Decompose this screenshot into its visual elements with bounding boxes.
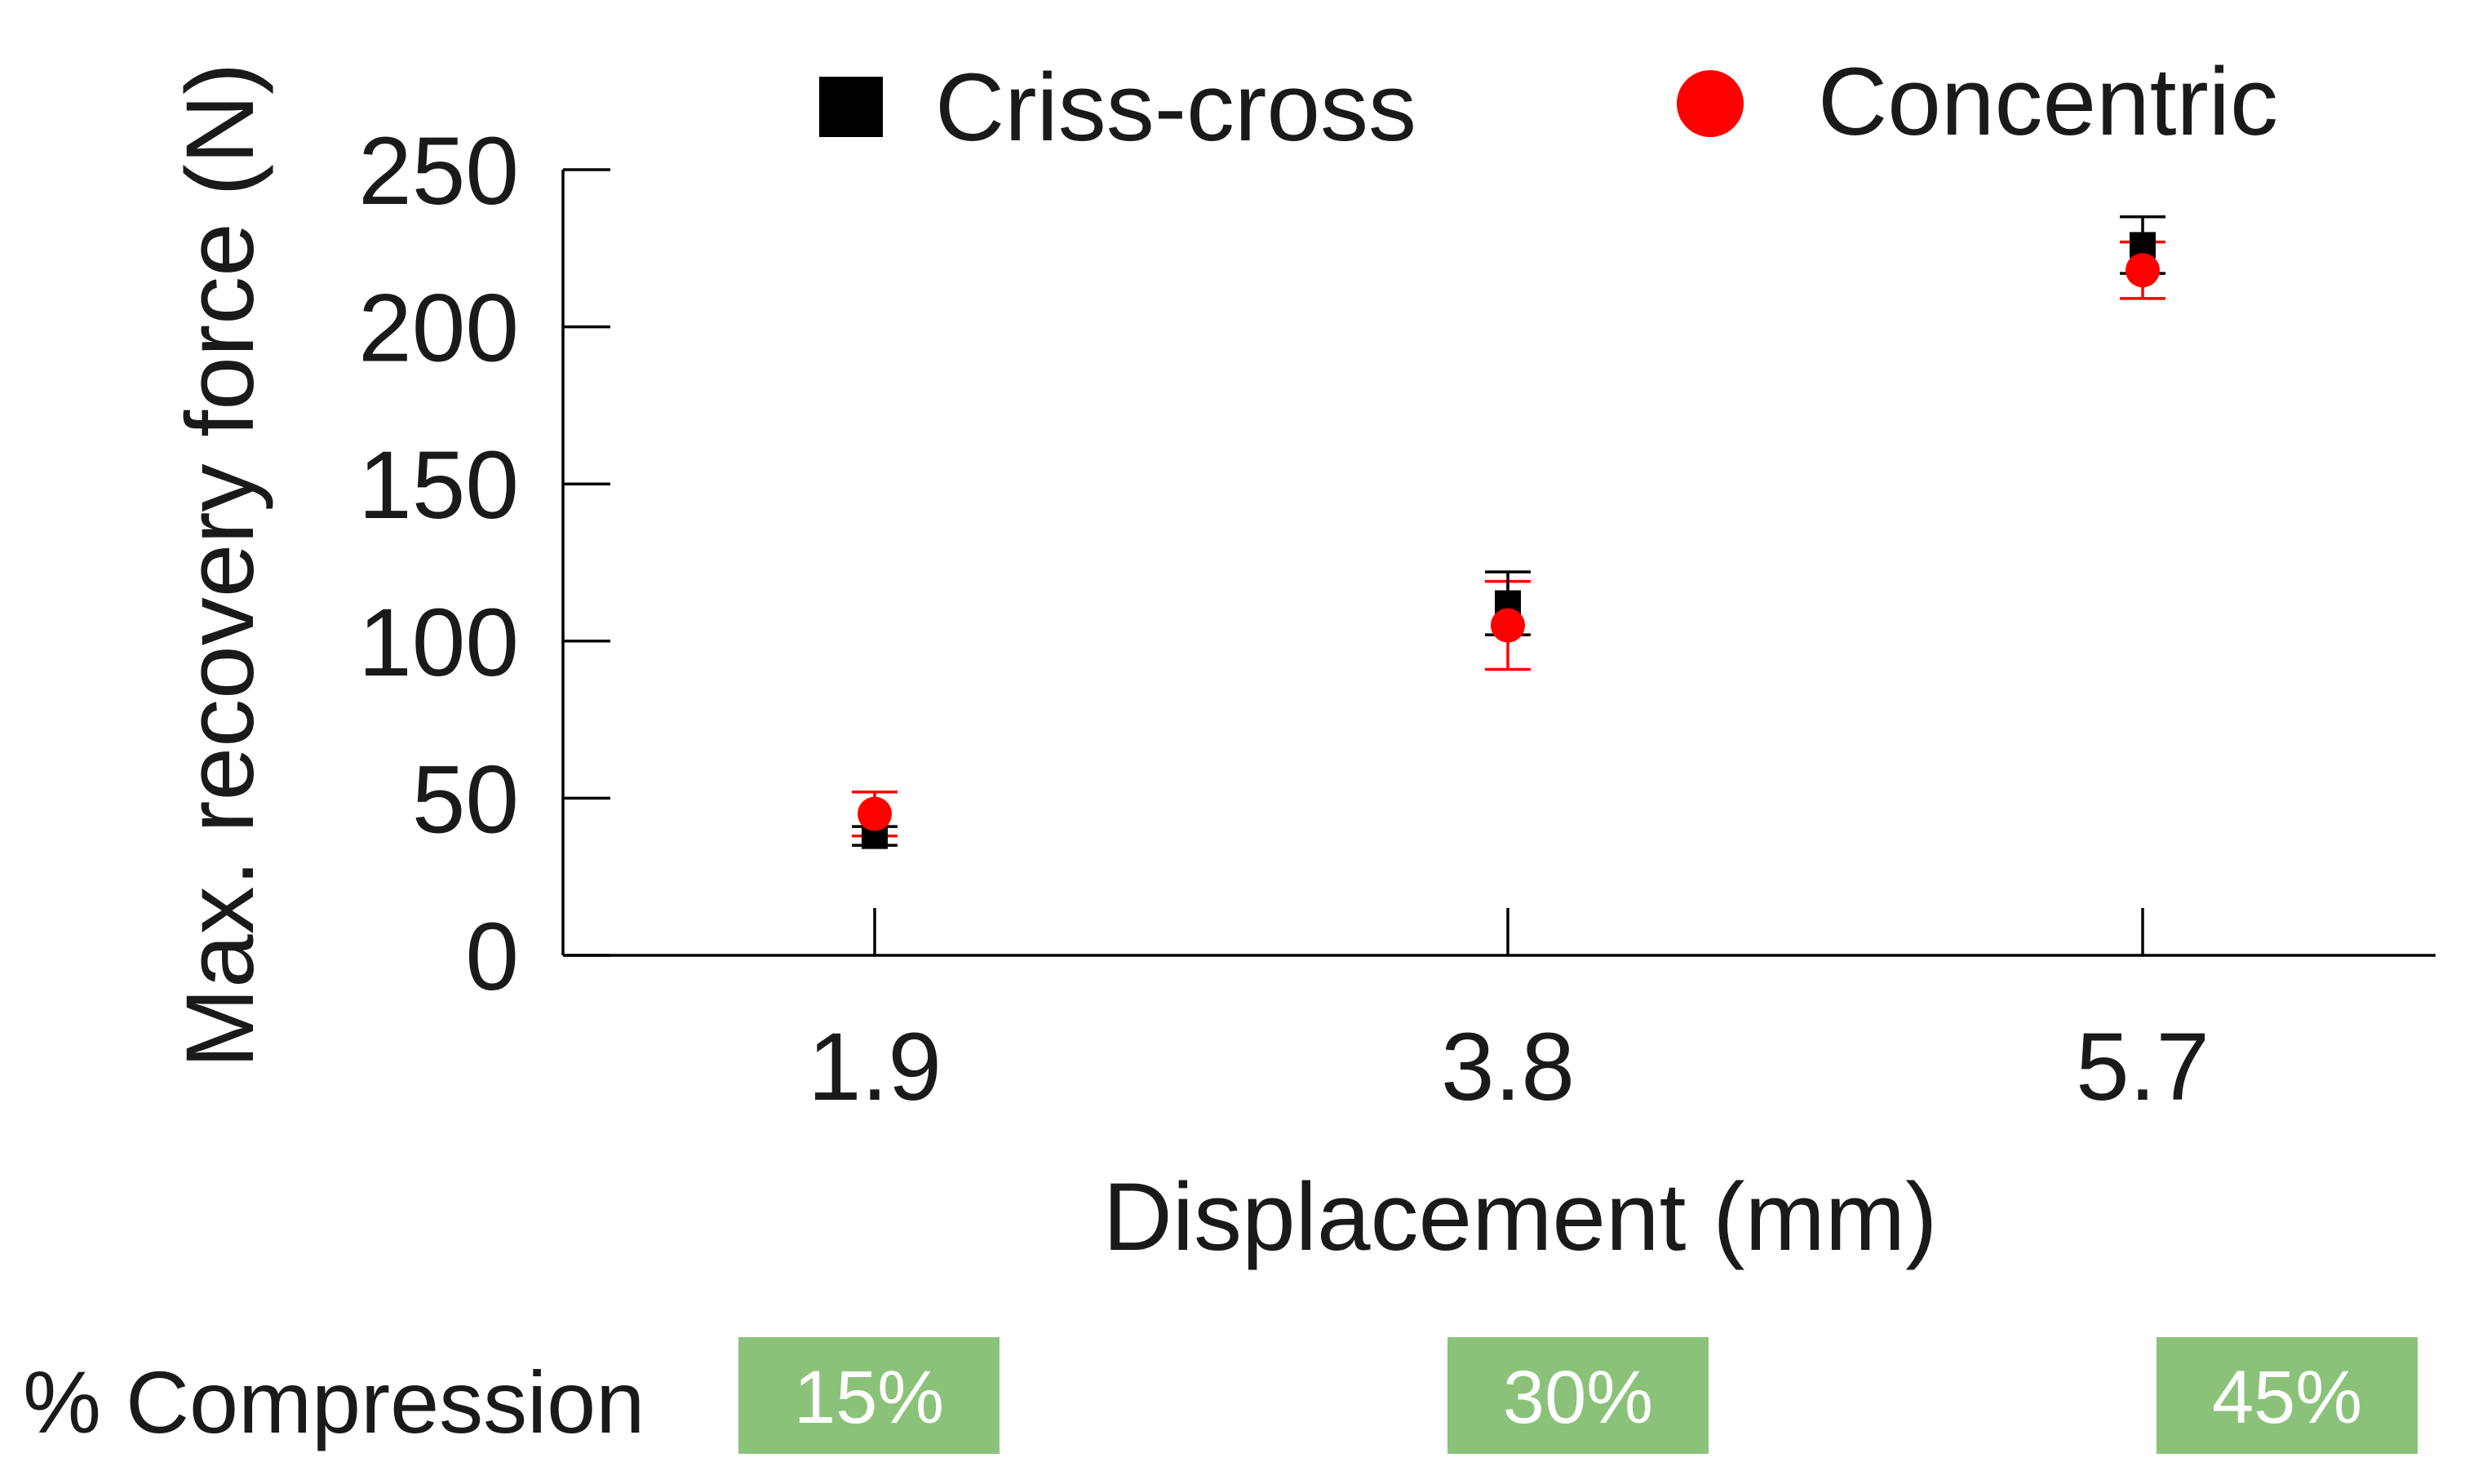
y-tick-label: 0 xyxy=(465,903,519,1011)
compression-badge: 45% xyxy=(2157,1337,2418,1454)
legend-square-marker xyxy=(819,77,883,137)
compression-label: % Compression xyxy=(23,1353,645,1451)
y-tick-label: 150 xyxy=(358,432,519,539)
compression-badge-bg xyxy=(2157,1337,2418,1454)
y-tick-label: 100 xyxy=(358,589,519,697)
y-tick-label: 200 xyxy=(358,275,519,383)
y-tick-label: 250 xyxy=(358,117,519,225)
compression-badge-value: 30% xyxy=(1503,1356,1653,1439)
concentric-point xyxy=(1491,608,1525,643)
compression-badge-value: 15% xyxy=(794,1356,944,1439)
x-tick-label: 5.7 xyxy=(2076,1013,2210,1121)
legend-label-concentric: Concentric xyxy=(1818,48,2278,156)
compression-badges: 15% 30% 45% xyxy=(738,1337,2418,1454)
legend-label-criss-cross: Criss-cross xyxy=(935,54,1416,162)
compression-badge: 30% xyxy=(1447,1337,1709,1454)
data-series xyxy=(852,215,2165,849)
concentric-point xyxy=(2126,253,2160,288)
compression-row: % Compression 15% 30% 45% xyxy=(23,1337,2418,1454)
legend: Criss-cross Concentric xyxy=(819,48,2278,162)
y-tick-label: 50 xyxy=(412,746,519,853)
x-axis-title: Displacement (mm) xyxy=(1103,1163,1938,1271)
concentric-point xyxy=(858,796,892,831)
y-axis-title: Max. recovery force (N) xyxy=(166,63,274,1069)
legend-item-concentric: Concentric xyxy=(1677,48,2278,156)
compression-badge: 15% xyxy=(738,1337,1000,1454)
x-tick-label: 3.8 xyxy=(1441,1013,1575,1121)
compression-badge-bg xyxy=(1447,1337,1709,1454)
legend-item-criss-cross: Criss-cross xyxy=(819,54,1416,162)
compression-badge-value: 45% xyxy=(2212,1356,2362,1439)
compression-badge-bg xyxy=(738,1337,1000,1454)
x-tick-label: 1.9 xyxy=(808,1013,942,1121)
x-ticks: 1.9 3.8 5.7 xyxy=(808,908,2210,1121)
legend-circle-marker xyxy=(1677,70,1744,137)
y-ticks: 0 50 100 150 200 250 xyxy=(358,117,610,1011)
